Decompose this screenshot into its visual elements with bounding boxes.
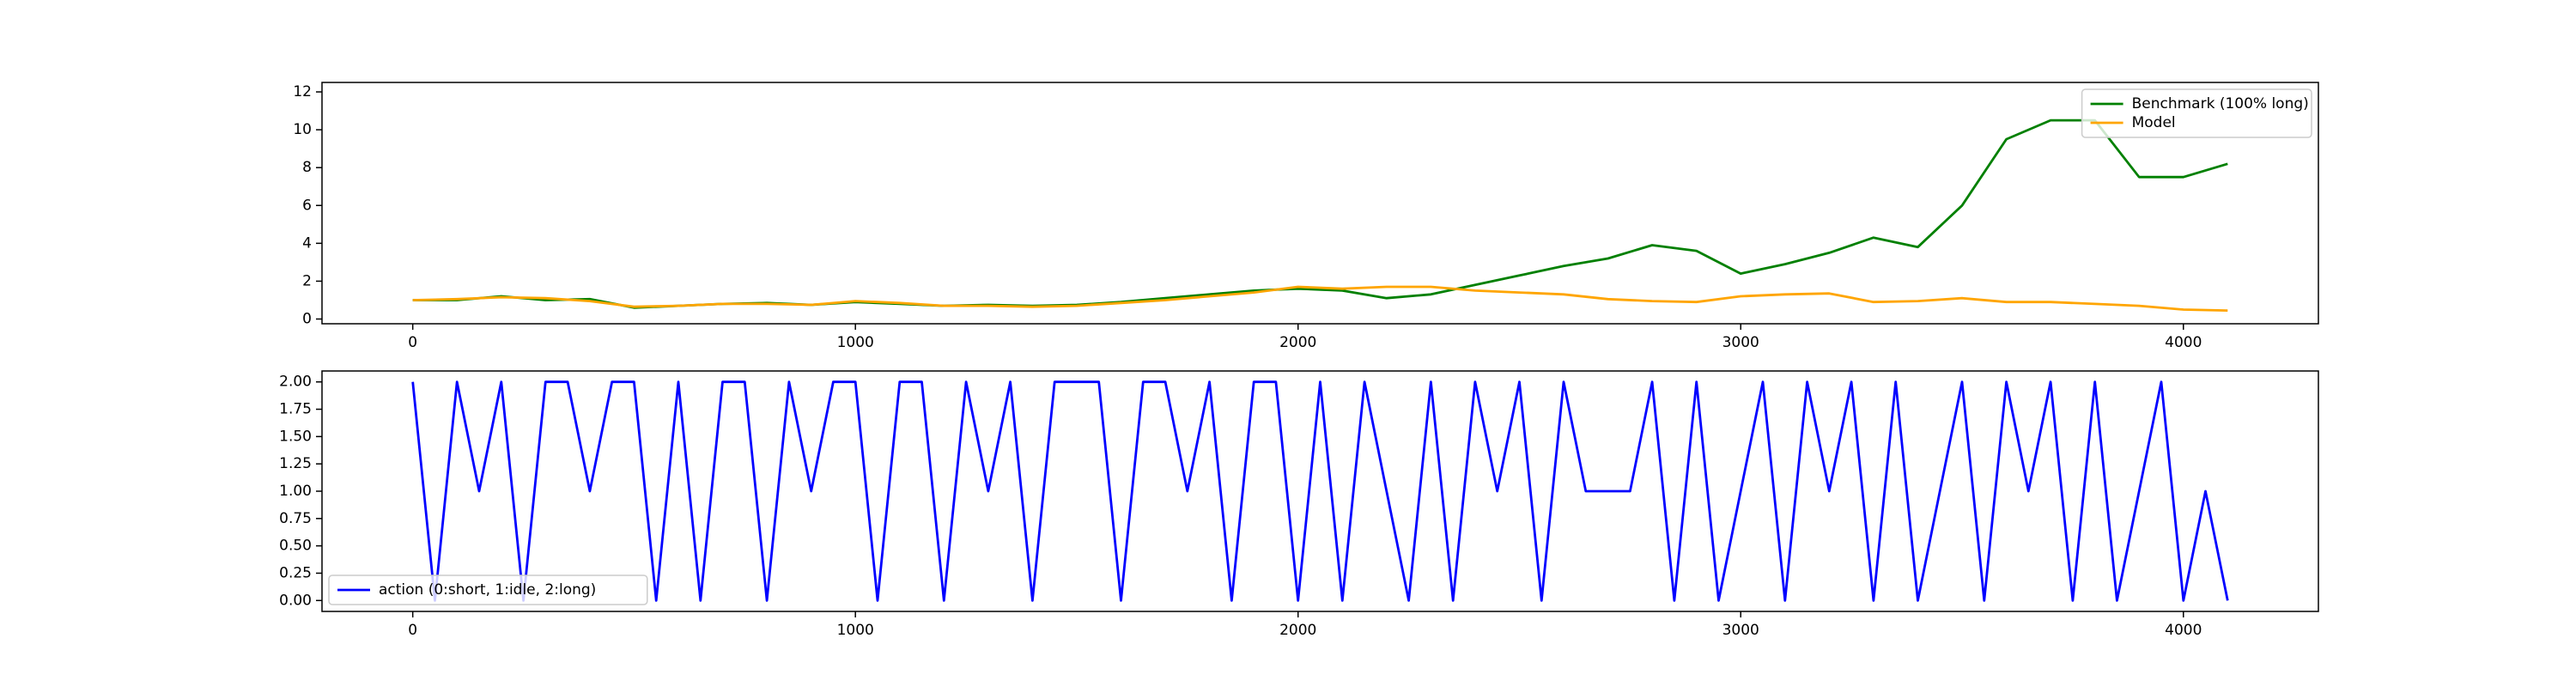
y-tick-label: 0.50 — [279, 538, 312, 555]
legend-label: action (0:short, 1:idle, 2:long) — [379, 581, 596, 599]
series-line — [411, 380, 2229, 602]
x-tick-label: 0 — [408, 334, 417, 351]
y-tick-label: 6 — [302, 197, 312, 214]
x-tick-label: 4000 — [2165, 622, 2202, 639]
legend-box — [2081, 88, 2312, 138]
axes-frame — [321, 370, 2319, 612]
y-tick-label: 1.00 — [279, 483, 312, 500]
y-tick-label: 0.75 — [279, 510, 312, 527]
axes-frame — [321, 82, 2319, 325]
x-tick-label: 0 — [408, 622, 417, 639]
x-tick-label: 4000 — [2165, 334, 2202, 351]
y-tick-label: 10 — [293, 121, 312, 138]
legend-label: Benchmark (100% long) — [2132, 95, 2309, 112]
y-tick-label: 2.00 — [279, 374, 312, 391]
y-tick-label: 12 — [293, 83, 312, 100]
x-tick-label: 1000 — [837, 622, 874, 639]
y-tick-label: 0.00 — [279, 592, 312, 609]
axes: 0 1000 2000 3000 4000 0 2 4 6 8 10 12 Benchmark (100… — [293, 82, 2319, 351]
legend-box — [328, 575, 648, 605]
y-tick-label: 0.25 — [279, 564, 312, 581]
series-line — [412, 119, 2228, 309]
x-tick-label: 1000 — [837, 334, 874, 351]
legend: action (0:short, 1:idle, 2:long) — [328, 575, 648, 605]
x-tick-label: 2000 — [1279, 334, 1316, 351]
axes: 0 1000 2000 3000 4000 0.00 0.25 0.50 0.75 1.00 1.2… — [279, 370, 2319, 639]
x-tick-label: 3000 — [1722, 622, 1759, 639]
x-tick-label: 2000 — [1279, 622, 1316, 639]
y-tick-label: 4 — [302, 234, 312, 252]
x-tick-label: 3000 — [1722, 334, 1759, 351]
y-tick-label: 1.50 — [279, 428, 312, 445]
series-line — [412, 285, 2228, 312]
y-tick-label: 0 — [302, 310, 312, 327]
y-tick-label: 1.75 — [279, 401, 312, 418]
y-tick-label: 8 — [302, 159, 312, 176]
y-tick-label: 2 — [302, 272, 312, 289]
y-tick-label: 1.25 — [279, 455, 312, 472]
legend: Benchmark (100% long) Model — [2081, 88, 2312, 138]
legend-label: Model — [2132, 114, 2176, 131]
